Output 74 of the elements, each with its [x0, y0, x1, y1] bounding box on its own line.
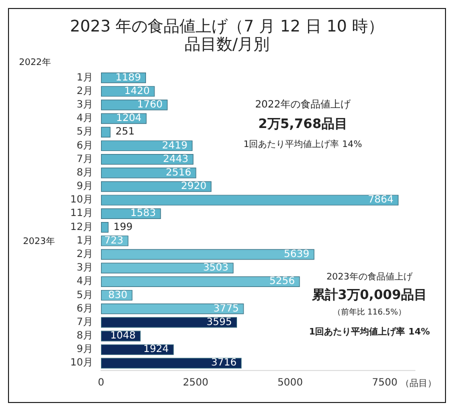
y-tick-label: 7月 [76, 154, 93, 165]
data-label: 7864 [368, 194, 394, 206]
annotation: 2023年の食品値上げ [326, 272, 414, 283]
y-tick-label: 10月 [70, 358, 93, 369]
y-tick-label: 5月 [76, 290, 93, 301]
text: 2023年 [23, 236, 55, 248]
bar [101, 168, 196, 178]
y-tick-label: 4月 [76, 113, 93, 124]
data-label: 5639 [284, 248, 310, 260]
x-tick-label: 7500 [372, 378, 398, 388]
bar [101, 262, 234, 274]
annotation: 1回あたり平均値上げ率 14% [243, 138, 363, 150]
y-tick-label: 1月 [76, 72, 93, 84]
data-label: 1189 [116, 72, 141, 84]
bar [101, 181, 212, 192]
data-label: 723 [104, 235, 124, 246]
y-tick-label: 12月 [70, 222, 93, 233]
y-tick-label: 7月 [76, 316, 93, 328]
data-label: 1760 [137, 99, 163, 110]
data-label: 1420 [124, 86, 150, 97]
data-label: 1204 [116, 113, 142, 124]
data-label: 3775 [213, 303, 239, 314]
x-axis-title: （品目） [400, 378, 437, 389]
bar [101, 126, 110, 138]
y-tick-label: 9月 [76, 344, 93, 356]
chart-subtitle: 品目数/月別 [184, 34, 270, 54]
data-label: 2419 [162, 140, 188, 152]
bar [101, 194, 399, 206]
x-tick-label: 2500 [182, 378, 208, 388]
bar [101, 358, 242, 369]
y-tick-label: 10月 [70, 194, 93, 206]
bar [101, 140, 193, 152]
x-tick-label: 0 [98, 378, 104, 388]
data-label: 199 [114, 222, 133, 233]
data-label: 1924 [143, 344, 169, 356]
chart-title: 2023 年の食品値上げ（7 月 12 日 10 時） [70, 16, 384, 36]
annotation: 2022年の食品値上げ [255, 98, 352, 111]
data-label: 3503 [203, 262, 229, 274]
y-tick-label: 5月 [76, 126, 93, 138]
data-label: 251 [115, 126, 135, 138]
annotation: 2万5,768品目 [258, 116, 348, 132]
bar [101, 222, 109, 233]
text: 2022年 [19, 57, 51, 68]
y-tick-label: 8月 [76, 330, 93, 342]
data-label: 1048 [110, 330, 136, 342]
y-tick-label: 2月 [76, 86, 93, 97]
x-tick-label: 5000 [277, 378, 303, 388]
y-tick-label: 9月 [76, 181, 93, 192]
y-tick-label: 2月 [76, 248, 93, 260]
y-tick-label: 6月 [76, 140, 93, 152]
data-label: 3595 [206, 316, 232, 328]
y-tick-label: 3月 [76, 99, 93, 110]
y-tick-label: 1月 [76, 235, 93, 246]
bar [101, 100, 168, 110]
bar [101, 249, 314, 260]
annotation: 累計3万0,009品目 [310, 286, 427, 303]
y-tick-label: 4月 [76, 276, 93, 288]
annotation: （前年比 116.5%） [332, 307, 406, 316]
y-tick-label: 8月 [76, 167, 93, 178]
bar [101, 276, 300, 287]
data-label: 2443 [162, 154, 188, 165]
data-label: 2920 [181, 181, 206, 192]
bar [101, 304, 244, 314]
y-tick-label: 3月 [76, 262, 93, 274]
annotation: 1回あたり平均値上げ率 14% [308, 326, 430, 338]
bar [101, 317, 238, 328]
bar [101, 154, 194, 165]
y-tick-label: 11月 [70, 208, 93, 220]
data-label: 5256 [269, 276, 295, 288]
y-tick-label: 6月 [76, 303, 93, 314]
data-label: 2516 [166, 167, 192, 178]
data-label: 3716 [211, 358, 237, 369]
data-label: 1583 [130, 208, 156, 220]
data-label: 830 [108, 290, 128, 301]
